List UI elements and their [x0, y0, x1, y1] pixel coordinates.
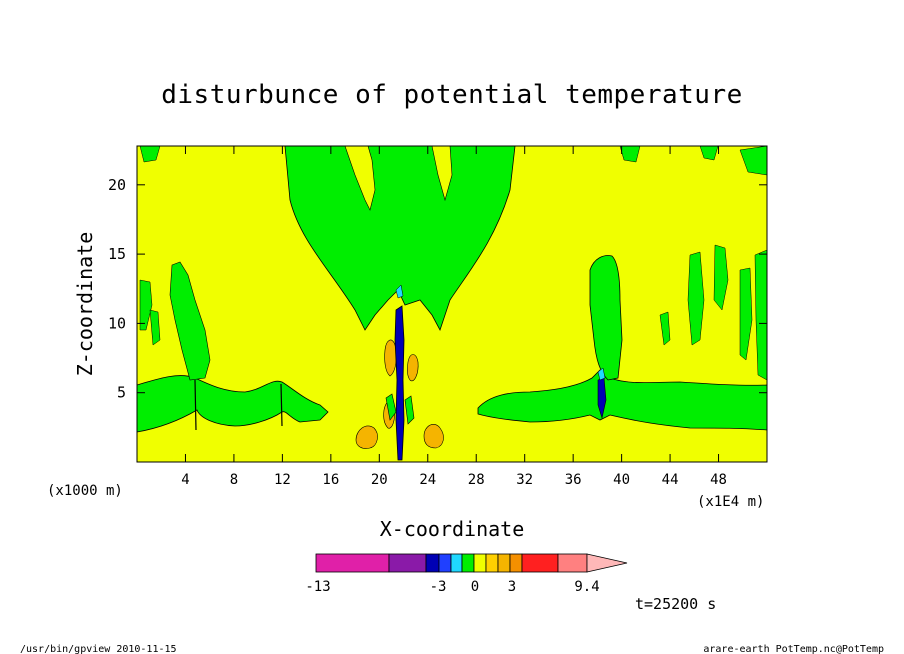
colorbar-segment [438, 553, 452, 573]
center-orange-cell-left [355, 425, 378, 449]
plot-frame [136, 145, 768, 463]
x-unit-left: (x1000 m) [47, 483, 123, 499]
colorbar-segment [509, 553, 523, 573]
x-tick-label: 16 [322, 472, 339, 488]
center-green-cell-low-2 [404, 395, 415, 425]
x-tick-label: 28 [468, 472, 485, 488]
y-tick-label: 20 [108, 176, 126, 194]
colorbar-label-3: 3 [508, 579, 516, 595]
plot-area [137, 146, 767, 462]
top-right-green-patch [619, 146, 641, 163]
colorbar-segment [315, 553, 390, 573]
colorbar-segment [557, 553, 588, 573]
top-left-green-patch [139, 146, 161, 163]
colorbar-segment [425, 553, 440, 573]
colorbar-segment [497, 553, 511, 573]
top-right-green-patch-3 [739, 146, 767, 176]
right-green-column [589, 255, 623, 381]
y-tick-label: 15 [108, 245, 126, 263]
left-green-band [137, 375, 329, 433]
colorbar [315, 553, 628, 573]
y-axis-ticks: 5 10 15 20 [108, 176, 767, 402]
left-green-streak-2 [149, 309, 161, 346]
colorbar-label-min: -13 [305, 579, 330, 595]
center-orange-cell-upper-2 [407, 354, 419, 382]
x-unit-right: (x1E4 m) [697, 494, 764, 510]
x-tick-label: 40 [613, 472, 630, 488]
chart-title: disturbunce of potential temperature [161, 80, 743, 110]
left-green-streak-1 [139, 279, 153, 331]
colorbar-label-max: 9.4 [574, 579, 599, 595]
colorbar-segment [461, 553, 475, 573]
x-axis-ticks: 4 8 12 16 20 24 28 32 36 40 44 48 [181, 146, 727, 488]
upper-green-plume-notch-2 [431, 146, 453, 202]
top-right-green-patch-2 [699, 146, 719, 161]
x-tick-label: 12 [274, 472, 291, 488]
right-green-streak-2 [713, 244, 729, 311]
footer-left: /usr/bin/gpview 2010-11-15 [20, 644, 177, 654]
upper-green-plume [284, 146, 516, 332]
upper-green-plume-notch [344, 146, 376, 211]
colorbar-segment [450, 553, 463, 573]
y-tick-label: 5 [117, 384, 126, 402]
x-tick-label: 24 [419, 472, 436, 488]
right-green-streak-3 [739, 267, 753, 361]
colorbar-label-zero: 0 [471, 579, 479, 595]
x-tick-label: 44 [662, 472, 679, 488]
x-tick-label: 20 [371, 472, 388, 488]
right-green-streak-4 [754, 249, 767, 381]
colorbar-segment [485, 553, 499, 573]
right-green-band [477, 369, 767, 431]
colorbar-segment [473, 553, 487, 573]
footer-right: arare-earth_PotTemp.nc@PotTemp [703, 644, 884, 654]
center-orange-cell-right [423, 424, 444, 449]
colorbar-segment [521, 553, 559, 573]
x-tick-label: 32 [516, 472, 533, 488]
left-core-line-2 [280, 383, 283, 427]
right-green-streak-1 [687, 251, 705, 346]
left-core-line-1 [194, 379, 197, 431]
right-cyan-tip [597, 367, 606, 381]
y-tick-label: 10 [108, 314, 126, 332]
right-green-streak-5 [659, 311, 671, 346]
time-label: t=25200 s [635, 595, 716, 613]
left-green-pillar [169, 261, 211, 381]
x-tick-label: 48 [710, 472, 727, 488]
center-cyan-tip [395, 284, 404, 299]
x-tick-label: 4 [181, 472, 189, 488]
x-axis-label: X-coordinate [380, 517, 525, 541]
colorbar-segment [388, 553, 427, 573]
colorbar-label-neg3: -3 [430, 579, 447, 595]
center-dark-core [394, 305, 405, 461]
x-tick-label: 8 [230, 472, 238, 488]
y-axis-label: Z-coordinate [73, 232, 97, 377]
colorbar-max-arrow [586, 553, 628, 573]
x-tick-label: 36 [565, 472, 582, 488]
